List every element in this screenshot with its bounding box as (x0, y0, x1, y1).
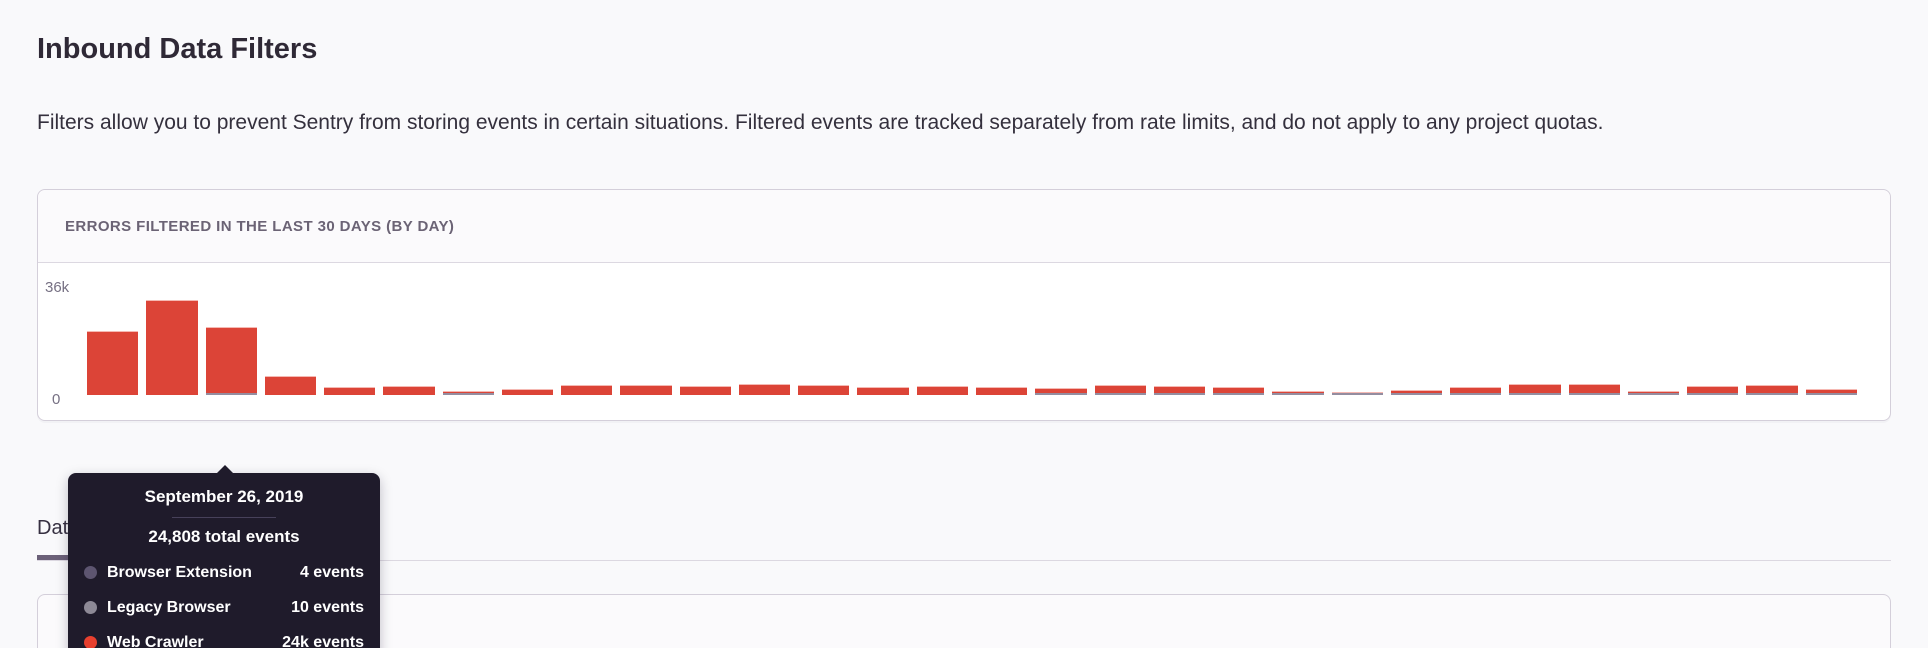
chart-bar[interactable] (501, 389, 554, 395)
chart-bar[interactable] (442, 391, 494, 395)
chart-bar[interactable] (857, 387, 909, 395)
filtered-errors-panel: ERRORS FILTERED IN THE LAST 30 DAYS (BY … (37, 189, 1891, 421)
y-axis-max-label: 36k (45, 279, 70, 296)
legend-dot-icon (84, 601, 97, 614)
chart-bar[interactable] (561, 385, 613, 395)
legend-value: 10 events (291, 598, 364, 616)
chart-bar[interactable] (679, 386, 731, 395)
legend-value: 24k events (282, 633, 364, 648)
chart-bar[interactable] (975, 387, 1028, 395)
tooltip-divider (172, 517, 276, 518)
chart-bar[interactable] (1568, 384, 1620, 395)
chart-bar[interactable] (1094, 385, 1146, 395)
chart-bar[interactable] (205, 327, 257, 395)
chart-bar[interactable] (798, 385, 850, 395)
chart-bar[interactable] (1272, 391, 1324, 395)
tooltip-legend-row: Browser Extension 4 events (84, 555, 364, 590)
tooltip-date: September 26, 2019 (144, 487, 304, 506)
chart-bar[interactable] (1213, 387, 1265, 395)
chart-bar[interactable] (1687, 386, 1739, 395)
chart-bar[interactable] (1035, 388, 1087, 395)
tooltip-total-events: 24,808 total events (148, 527, 300, 546)
chart-bar[interactable] (146, 300, 198, 395)
chart-bar[interactable] (1450, 387, 1502, 395)
settings-page: Inbound Data Filters Filters allow you t… (0, 34, 1928, 648)
chart-bar[interactable] (324, 387, 376, 395)
chart-bar[interactable] (264, 376, 317, 395)
filtered-errors-panel-header: ERRORS FILTERED IN THE LAST 30 DAYS (BY … (38, 190, 1890, 263)
y-axis-zero-label: 0 (52, 391, 61, 408)
chart-bar[interactable] (1331, 392, 1383, 395)
page-description: Filters allow you to prevent Sentry from… (37, 111, 1604, 134)
chart-bar[interactable] (1805, 389, 1857, 395)
chart-bar[interactable] (620, 385, 672, 395)
legend-value: 4 events (299, 563, 364, 581)
page-title: Inbound Data Filters (37, 33, 318, 65)
chart-bar[interactable] (1153, 386, 1206, 395)
chart-bar[interactable] (1627, 391, 1680, 395)
legend-label: Browser Extension (107, 563, 252, 581)
legend-dot-icon (84, 566, 97, 579)
chart-bar[interactable] (738, 384, 791, 395)
tooltip-legend-rows: Browser Extension 4 events Legacy Browser 1… (84, 555, 364, 648)
chart-bar[interactable] (383, 386, 435, 395)
filtered-errors-chart: 36k 0 (38, 263, 1890, 420)
chart-bar[interactable] (916, 386, 968, 395)
chart-tooltip: September 26, 2019 24,808 total events B… (68, 465, 380, 648)
legend-label: Legacy Browser (107, 598, 231, 616)
bar-series (87, 285, 1857, 395)
legend-label: Web Crawler (107, 633, 204, 648)
tooltip-legend-row: Web Crawler 24k events (84, 625, 364, 648)
tooltip-legend-row: Legacy Browser 10 events (84, 590, 364, 625)
legend-dot-icon (84, 636, 97, 648)
chart-bar[interactable] (1509, 384, 1561, 395)
chart-bar[interactable] (1746, 385, 1798, 395)
chart-bar[interactable] (1390, 390, 1443, 395)
tooltip-arrow-icon (217, 465, 233, 473)
chart-bar[interactable] (87, 331, 139, 395)
